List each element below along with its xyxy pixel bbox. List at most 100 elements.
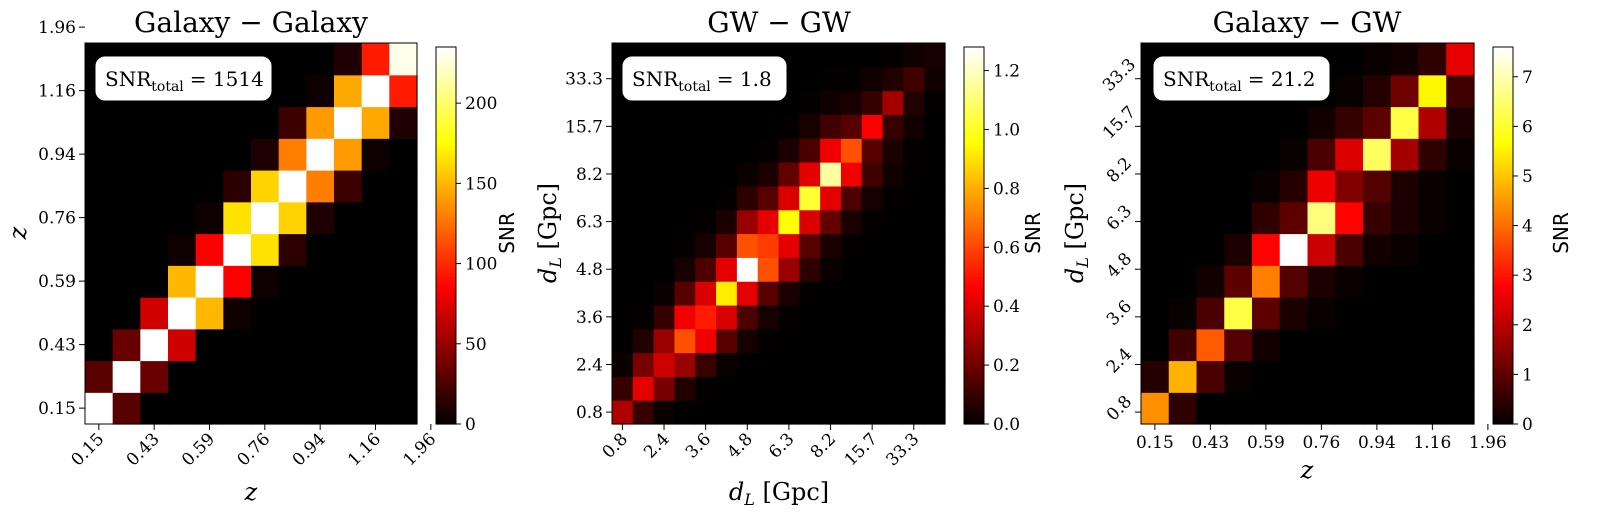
snr-label: SNR	[105, 67, 152, 91]
heatmap-cell	[1307, 170, 1336, 203]
y-tick-label: 15.7	[565, 117, 603, 137]
colorbar-segment	[1493, 304, 1513, 309]
heatmap-cell	[1196, 201, 1225, 235]
heatmap-cell	[840, 233, 863, 258]
colorbar-segment	[436, 90, 456, 95]
colorbar-segment	[964, 405, 984, 409]
colorbar-segment	[964, 420, 984, 425]
heatmap-cell	[924, 209, 946, 235]
colorbar-tick-label: 0.0	[993, 415, 1020, 435]
colorbar-label: SNR	[495, 212, 519, 254]
heatmap-cell	[882, 43, 904, 68]
heatmap-cell	[223, 360, 252, 393]
heatmap-cell	[861, 90, 884, 116]
heatmap-cell	[861, 185, 884, 211]
heatmap-cell	[924, 138, 946, 163]
heatmap-cell	[653, 209, 676, 235]
colorbar-segment	[964, 160, 984, 164]
heatmap-cell	[1390, 328, 1420, 362]
x-ticks: 0.15 0.43 0.59 0.76 0.94 1.16 1.96	[67, 424, 440, 470]
colorbar-segment	[964, 373, 984, 378]
heatmap-cell	[882, 114, 904, 139]
heatmap-cell	[1390, 360, 1420, 393]
heatmap-cell	[612, 162, 634, 187]
plot-frame	[611, 42, 946, 425]
snr-label: SNR	[632, 67, 679, 91]
heatmap-cell	[903, 352, 925, 377]
heatmap-cell	[361, 360, 390, 393]
heatmap-cell	[1279, 265, 1309, 298]
colorbar: 0 1 2 3 4 5 6 7	[1492, 46, 1533, 435]
colorbar-segment	[1493, 112, 1513, 117]
heatmap-cell	[223, 138, 252, 171]
heatmap-cell	[674, 352, 696, 377]
colorbar-segment	[1493, 226, 1513, 230]
heatmap-cell	[840, 209, 863, 235]
heatmap-cell	[861, 43, 884, 68]
colorbar-segment	[964, 361, 984, 365]
colorbar-segment	[1493, 62, 1513, 67]
heatmap-cell	[757, 257, 780, 282]
heatmap-cell	[861, 376, 884, 401]
heatmap-cell	[695, 376, 717, 401]
colorbar-segment	[436, 112, 456, 117]
heatmap-cell	[1279, 328, 1309, 362]
colorbar-segment	[436, 332, 456, 337]
colorbar-segment	[1493, 392, 1513, 397]
heatmap-cell	[1390, 201, 1420, 235]
colorbar-segment	[964, 182, 984, 186]
colorbar-segment	[1493, 251, 1513, 255]
colorbar-segment	[1493, 288, 1513, 293]
heatmap-cell	[1196, 138, 1225, 171]
heatmap-cell	[820, 257, 842, 282]
colorbar-segment	[964, 210, 984, 215]
colorbar-segment	[1493, 310, 1513, 315]
heatmap-cell	[1446, 360, 1475, 393]
colorbar-frame	[435, 46, 457, 425]
y-tick-label: 0.43	[38, 336, 76, 356]
colorbar-segment	[1493, 254, 1513, 259]
heatmap-cell	[334, 233, 363, 266]
colorbar-segment	[964, 150, 984, 155]
colorbar-segment	[436, 103, 456, 108]
colorbar-segment	[436, 314, 456, 318]
colorbar-segment	[1493, 314, 1513, 318]
heatmap-cell	[1224, 233, 1253, 266]
heatmap-cell	[251, 360, 280, 393]
heatmap-cell	[112, 328, 141, 362]
colorbar-segment	[1493, 106, 1513, 111]
heatmap-cell	[306, 360, 335, 393]
colorbar-segment	[1493, 75, 1513, 80]
colorbar-segment	[436, 295, 456, 299]
colorbar-segment	[1493, 257, 1513, 262]
heatmap-cell	[903, 66, 925, 92]
colorbar-segment	[1493, 285, 1513, 290]
heatmap-cell	[389, 265, 418, 298]
heatmap-cell	[653, 281, 676, 306]
heatmap-cell	[653, 376, 676, 401]
heatmap-cell	[653, 162, 676, 187]
colorbar-segment	[436, 241, 456, 246]
heatmap-cell	[778, 352, 800, 377]
heatmap-cell	[1418, 74, 1447, 108]
x-tick-label: 0.8	[599, 429, 632, 462]
heatmap	[612, 43, 946, 425]
heatmap-cell	[1390, 74, 1420, 108]
heatmap-cell	[632, 376, 655, 401]
heatmap-cell	[1446, 392, 1475, 425]
heatmap-cell	[840, 114, 863, 139]
heatmap-cell	[820, 233, 842, 258]
heatmap-cell	[1363, 43, 1392, 76]
heatmap-cell	[1279, 106, 1309, 139]
x-ticks: 0.15 0.43 0.59 0.76 0.94 1.16 1.96	[1136, 424, 1507, 453]
colorbar-segment	[964, 314, 984, 318]
heatmap-cell	[1446, 106, 1475, 139]
heatmap-cell	[306, 43, 335, 76]
colorbar-segment	[436, 119, 456, 123]
colorbar-segment	[436, 182, 456, 186]
heatmap-cell	[840, 281, 863, 306]
heatmap-cell	[820, 43, 842, 68]
heatmap-cell	[674, 209, 696, 235]
heatmap-cell	[695, 400, 717, 425]
heatmap-cell	[1307, 360, 1336, 393]
